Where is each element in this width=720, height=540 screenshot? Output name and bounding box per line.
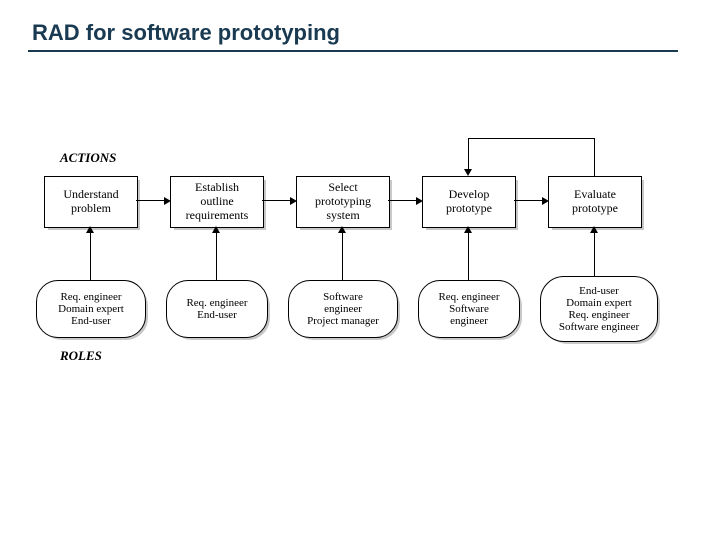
role-text: End-user (71, 315, 111, 327)
action-text: Select (328, 181, 357, 195)
arrow-line (216, 233, 217, 280)
action-text: requirements (186, 209, 249, 223)
arrow-line (388, 200, 416, 201)
role-understand-problem: Req. engineer Domain expert End-user (36, 280, 146, 338)
arrow-head-right (164, 197, 171, 205)
feedback-line-up (594, 138, 595, 176)
page-title: RAD for software prototyping (32, 20, 340, 46)
arrow-head-up (590, 226, 598, 233)
arrow-line (514, 200, 542, 201)
arrow-head-up (212, 226, 220, 233)
role-text: End-user (579, 285, 619, 297)
arrow-head-right (290, 197, 297, 205)
role-text: Software (449, 303, 489, 315)
action-establish-requirements: Establish outline requirements (170, 176, 264, 228)
action-understand-problem: Understand problem (44, 176, 138, 228)
action-text: problem (71, 202, 111, 216)
action-text: Evaluate (574, 188, 616, 202)
arrow-line (594, 233, 595, 276)
role-text: Domain expert (566, 297, 632, 309)
arrow-head-right (542, 197, 549, 205)
arrow-line (342, 233, 343, 280)
role-text: Software (323, 291, 363, 303)
role-text: Project manager (307, 315, 379, 327)
role-text: Req. engineer (568, 309, 629, 321)
arrow-line (468, 233, 469, 280)
action-text: prototyping (315, 195, 371, 209)
role-text: End-user (197, 309, 237, 321)
roles-label: ROLES (60, 348, 102, 364)
action-select-prototyping-system: Select prototyping system (296, 176, 390, 228)
action-develop-prototype: Develop prototype (422, 176, 516, 228)
role-text: Domain expert (58, 303, 124, 315)
role-text: Req. engineer (186, 297, 247, 309)
feedback-line-across (468, 138, 595, 139)
actions-label: ACTIONS (60, 150, 116, 166)
role-text: Req. engineer (438, 291, 499, 303)
action-text: system (326, 209, 359, 223)
arrow-head-right (416, 197, 423, 205)
role-text: engineer (450, 315, 488, 327)
action-evaluate-prototype: Evaluate prototype (548, 176, 642, 228)
arrow-line (262, 200, 290, 201)
role-select-prototyping-system: Software engineer Project manager (288, 280, 398, 338)
action-text: Understand (63, 188, 118, 202)
action-text: prototype (572, 202, 618, 216)
role-text: engineer (324, 303, 362, 315)
role-text: Software engineer (559, 321, 639, 333)
role-evaluate-prototype: End-user Domain expert Req. engineer Sof… (540, 276, 658, 342)
action-text: outline (200, 195, 233, 209)
title-underline (28, 50, 678, 52)
arrow-head-up (338, 226, 346, 233)
role-text: Req. engineer (60, 291, 121, 303)
role-develop-prototype: Req. engineer Software engineer (418, 280, 520, 338)
arrow-line (90, 233, 91, 280)
feedback-line-down (468, 138, 469, 169)
arrow-line (136, 200, 164, 201)
arrow-head-up (86, 226, 94, 233)
arrow-head-up (464, 226, 472, 233)
role-establish-requirements: Req. engineer End-user (166, 280, 268, 338)
action-text: prototype (446, 202, 492, 216)
arrow-head-down (464, 169, 472, 176)
action-text: Develop (449, 188, 490, 202)
action-text: Establish (195, 181, 239, 195)
